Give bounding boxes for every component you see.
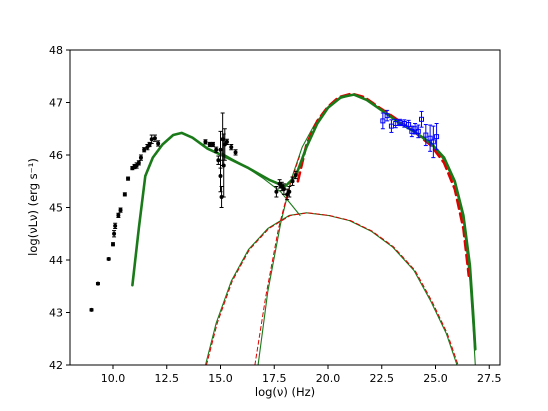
data-point — [111, 242, 115, 247]
data-point — [218, 130, 223, 169]
x-axis-label: log(ν) (Hz) — [255, 385, 315, 399]
data-point — [293, 170, 298, 180]
data-point — [423, 124, 429, 147]
x-tick-label: 27.5 — [477, 372, 502, 385]
data-point — [89, 307, 94, 312]
x-axis: 10.0 12.5 15.0 17.5 20.0 22.5 25.0 27.5 — [101, 365, 502, 385]
model-curves — [131, 92, 477, 365]
x-tick-label: 12.5 — [155, 372, 180, 385]
y-axis-label: log(νLν) (erg s⁻¹) — [26, 158, 40, 256]
x-tick-label: 25.0 — [423, 372, 448, 385]
series-line-green-thick — [131, 93, 477, 351]
data-point — [419, 110, 425, 128]
data-point — [233, 149, 238, 156]
data-point — [203, 139, 208, 145]
y-tick-label: 48 — [49, 44, 63, 57]
y-axis: 42 43 44 45 46 47 48 — [49, 44, 70, 372]
data-point — [224, 138, 229, 145]
data-point — [106, 256, 111, 261]
data-point — [116, 212, 121, 218]
data-point — [152, 134, 157, 142]
y-tick-label: 47 — [49, 97, 63, 110]
y-tick-label: 46 — [49, 149, 63, 162]
data-point — [388, 119, 394, 133]
data-point — [214, 146, 219, 153]
data-point — [279, 181, 284, 192]
x-tick-label: 15.0 — [208, 372, 233, 385]
data-point — [393, 118, 399, 129]
data-point — [126, 176, 131, 181]
data-point — [210, 141, 215, 148]
x-tick-label: 10.0 — [101, 372, 126, 385]
data-point — [430, 125, 436, 159]
data-point — [384, 109, 390, 122]
data-point — [412, 123, 418, 135]
data-point — [156, 140, 161, 147]
x-tick-label: 22.5 — [370, 372, 395, 385]
y-tick-label: 44 — [49, 254, 63, 267]
data-point — [95, 281, 100, 286]
y-tick-label: 43 — [49, 307, 63, 320]
y-tick-label: 42 — [49, 359, 63, 372]
series-line-red-thin-dashed — [206, 212, 459, 365]
data-point — [287, 186, 292, 198]
x-tick-label: 17.5 — [262, 372, 287, 385]
y-tick-label: 45 — [49, 202, 63, 215]
series-line-red-thin-dashed — [254, 154, 301, 365]
x-tick-label: 20.0 — [316, 372, 341, 385]
data-point — [136, 160, 141, 166]
data-point — [290, 176, 295, 186]
data-points — [89, 109, 440, 312]
data-point — [406, 119, 412, 130]
data-point — [415, 124, 421, 139]
data-point — [409, 125, 415, 138]
data-point — [142, 147, 147, 153]
data-point — [434, 123, 440, 151]
data-point — [219, 186, 224, 208]
data-point — [138, 154, 143, 161]
data-point — [380, 112, 386, 130]
data-point — [274, 186, 279, 198]
data-point — [118, 207, 123, 213]
data-point — [427, 124, 433, 152]
data-point — [229, 144, 234, 151]
data-point — [122, 192, 127, 197]
series-line-green-thin — [204, 212, 458, 365]
data-point — [112, 230, 117, 238]
data-point — [113, 222, 118, 229]
data-point — [216, 155, 221, 165]
